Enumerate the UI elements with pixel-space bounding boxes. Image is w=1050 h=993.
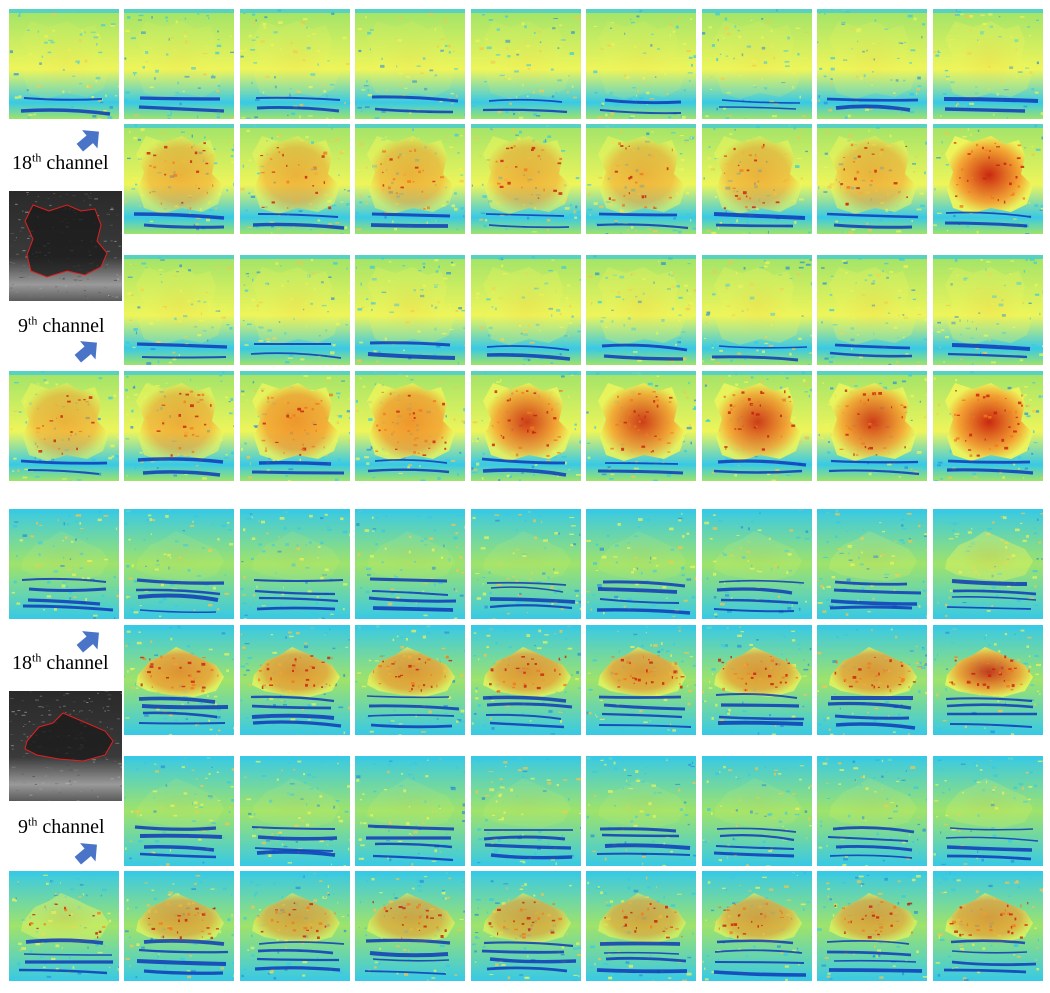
channel-suffix: th <box>28 313 38 328</box>
channel-number: 9 <box>18 315 28 337</box>
feature-map-tile <box>586 756 696 866</box>
feature-map-tile <box>933 371 1043 481</box>
feature-map-tile <box>586 124 696 234</box>
feature-map-tile <box>124 9 234 119</box>
channel-label: 9th channel <box>18 313 105 338</box>
feature-map-tile <box>702 509 812 619</box>
feature-map-tile <box>124 509 234 619</box>
feature-map-tile <box>586 9 696 119</box>
ultrasound-image <box>9 191 122 301</box>
channel-label: 18th channel <box>12 150 109 175</box>
feature-map-tile <box>355 371 465 481</box>
feature-map-tile <box>817 9 927 119</box>
feature-map-tile <box>817 124 927 234</box>
feature-map-tile <box>355 625 465 735</box>
arrow-icon <box>76 631 99 653</box>
feature-map-tile <box>240 371 350 481</box>
feature-map-tile <box>702 371 812 481</box>
channel-word: channel <box>46 152 109 174</box>
feature-map-tile <box>933 9 1043 119</box>
channel-number: 18 <box>12 152 32 174</box>
feature-map-tile <box>240 756 350 866</box>
feature-map-tile <box>702 124 812 234</box>
channel-number: 9 <box>18 816 28 838</box>
ultrasound-image <box>9 691 122 801</box>
channel-word: channel <box>46 652 109 674</box>
feature-map-tile <box>240 871 350 981</box>
feature-map-tile <box>355 756 465 866</box>
feature-map-tile <box>933 756 1043 866</box>
arrow-icon <box>74 843 97 865</box>
channel-number: 18 <box>12 652 32 674</box>
feature-map-tile <box>124 871 234 981</box>
feature-map-tile <box>124 255 234 365</box>
feature-map-tile <box>586 371 696 481</box>
feature-map-tile <box>471 871 581 981</box>
feature-map-tile <box>817 625 927 735</box>
feature-map-tile <box>355 255 465 365</box>
feature-map-tile <box>817 756 927 866</box>
feature-map-tile <box>124 756 234 866</box>
feature-map-tile <box>817 871 927 981</box>
feature-map-tile <box>817 371 927 481</box>
feature-map-tile <box>933 871 1043 981</box>
feature-map-tile <box>240 625 350 735</box>
feature-map-tile <box>240 509 350 619</box>
feature-map-tile <box>933 255 1043 365</box>
channel-suffix: th <box>32 150 42 165</box>
arrow-icon <box>76 130 99 152</box>
feature-map-tile <box>355 9 465 119</box>
feature-map-tile <box>124 124 234 234</box>
feature-map-tile <box>240 9 350 119</box>
feature-map-tile <box>471 625 581 735</box>
feature-map-tile <box>702 871 812 981</box>
channel-label: 9th channel <box>18 814 105 839</box>
arrow-icon <box>74 341 97 363</box>
feature-map-tile <box>586 509 696 619</box>
feature-map-tile <box>702 625 812 735</box>
feature-map-tile <box>240 124 350 234</box>
feature-map-tile <box>471 9 581 119</box>
feature-map-tile <box>355 124 465 234</box>
feature-map-tile <box>471 756 581 866</box>
feature-map-tile <box>9 371 119 481</box>
feature-map-tile <box>933 625 1043 735</box>
feature-map-tile <box>355 871 465 981</box>
feature-map-tile <box>471 371 581 481</box>
feature-map-tile <box>471 255 581 365</box>
feature-map-tile <box>355 509 465 619</box>
feature-map-tile <box>9 509 119 619</box>
feature-map-tile <box>586 255 696 365</box>
feature-map-tile <box>817 255 927 365</box>
feature-map-tile <box>124 371 234 481</box>
feature-map-tile <box>586 625 696 735</box>
feature-map-tile <box>586 871 696 981</box>
feature-map-tile <box>702 756 812 866</box>
feature-map-tile <box>9 871 119 981</box>
feature-map-tile <box>9 9 119 119</box>
feature-map-tile <box>702 9 812 119</box>
feature-map-tile <box>471 509 581 619</box>
feature-map-tile <box>933 509 1043 619</box>
channel-word: channel <box>42 315 105 337</box>
channel-label: 18th channel <box>12 650 109 675</box>
feature-map-tile <box>702 255 812 365</box>
feature-map-tile <box>933 124 1043 234</box>
channel-word: channel <box>42 816 105 838</box>
feature-map-tile <box>817 509 927 619</box>
channel-suffix: th <box>32 650 42 665</box>
feature-map-tile <box>240 255 350 365</box>
feature-map-tile <box>471 124 581 234</box>
channel-suffix: th <box>28 814 38 829</box>
feature-map-tile <box>124 625 234 735</box>
